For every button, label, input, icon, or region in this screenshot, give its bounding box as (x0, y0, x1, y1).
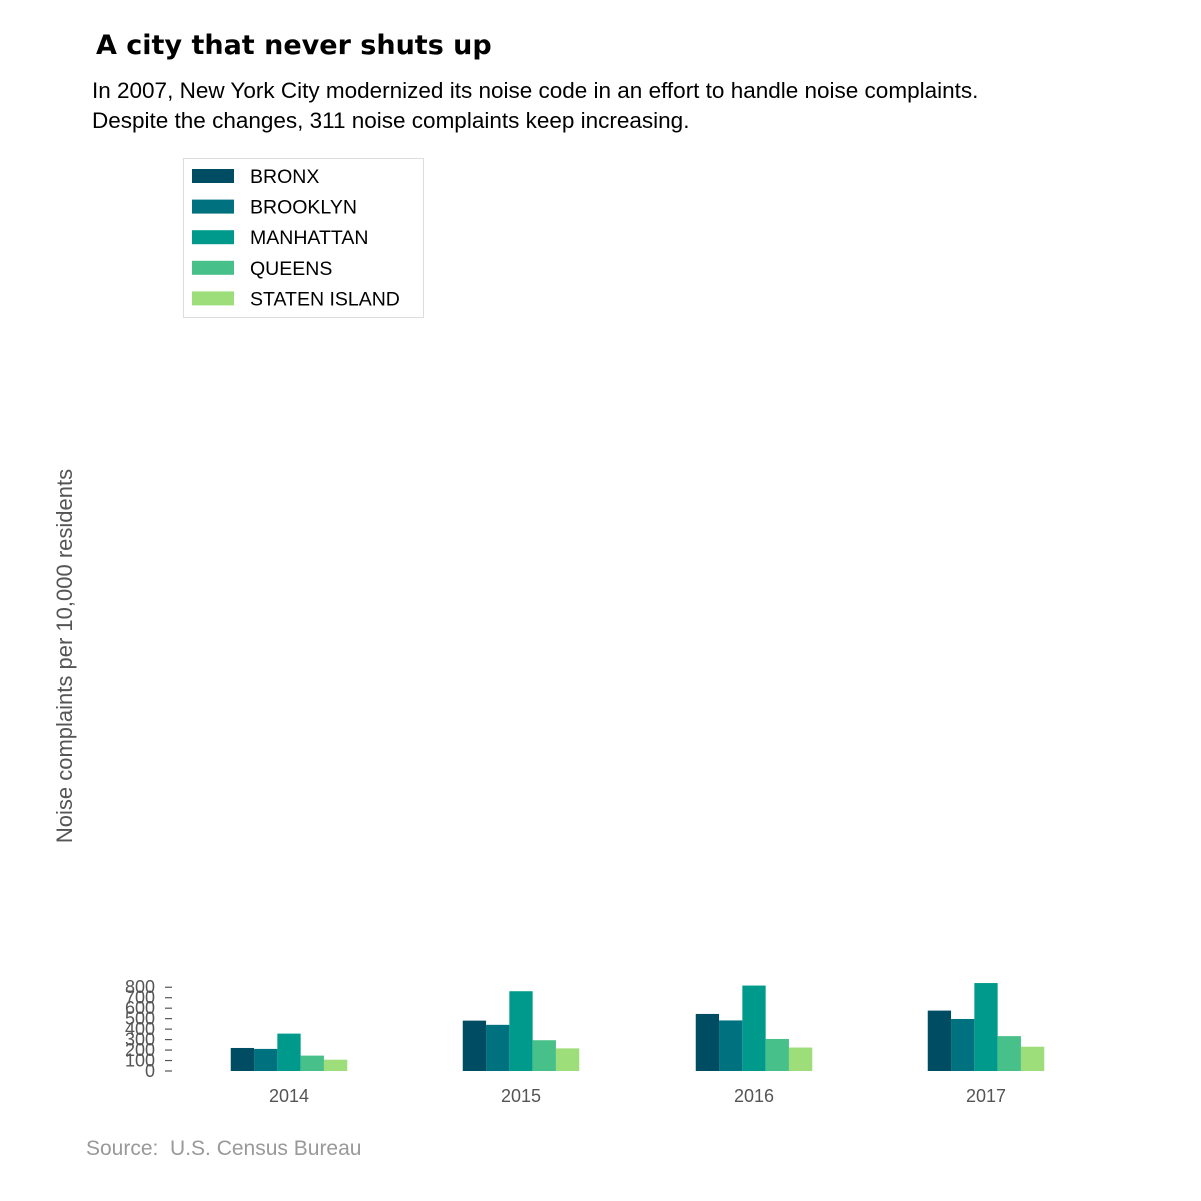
legend-label: BRONX (250, 166, 319, 188)
bar-bronx-2017 (927, 1010, 952, 1071)
y-tick-label: 800 (125, 977, 155, 997)
legend-swatch (192, 291, 234, 306)
y-tick-label: 500 (125, 1009, 155, 1029)
bar-queens-2017 (997, 1036, 1021, 1071)
y-tick-label: 600 (125, 998, 155, 1018)
bar-manhattan-2014 (277, 1033, 301, 1071)
bar-queens-2015 (532, 1040, 556, 1071)
subtitle-line-1: In 2007, New York City modernized its no… (92, 78, 979, 103)
y-tick-label: 400 (125, 1019, 155, 1039)
bar-bronx-2014 (230, 1047, 255, 1071)
y-tick-label: 100 (125, 1051, 155, 1071)
x-axis: 2014 2015 2016 2017 (269, 1086, 1006, 1106)
bar-manhattan-2015 (509, 991, 533, 1071)
bar-brooklyn-2017 (951, 1018, 975, 1071)
legend-swatch (192, 230, 234, 245)
bar-staten-island-2016 (788, 1047, 813, 1071)
bar-brooklyn-2014 (254, 1048, 278, 1071)
chart-title: A city that never shuts up (96, 30, 492, 61)
x-tick-label: 2015 (501, 1086, 541, 1106)
bar-manhattan-2017 (974, 983, 998, 1071)
chart-subtitle: In 2007, New York City modernized its no… (92, 76, 978, 136)
x-tick-label: 2014 (269, 1086, 309, 1106)
legend-label: QUEENS (250, 258, 332, 280)
bar-brooklyn-2015 (486, 1024, 510, 1071)
y-axis-label: Noise complaints per 10,000 residents (52, 469, 77, 843)
legend-swatch (192, 169, 234, 183)
legend-label: STATEN ISLAND (250, 288, 400, 310)
legend-swatch (192, 260, 234, 275)
y-tick-label: 0 (145, 1061, 155, 1081)
bar-staten-island-2015 (555, 1048, 580, 1071)
bar-bronx-2015 (462, 1020, 487, 1071)
bar-staten-island-2014 (323, 1059, 348, 1071)
bars (230, 983, 1045, 1071)
subtitle-line-2: Despite the changes, 311 noise complaint… (92, 108, 690, 133)
bar-brooklyn-2016 (719, 1020, 743, 1071)
bar-manhattan-2016 (742, 985, 766, 1071)
x-tick-label: 2016 (734, 1086, 774, 1106)
bar-bronx-2016 (695, 1013, 720, 1071)
legend-label: MANHATTAN (250, 227, 368, 249)
y-tick-label: 300 (125, 1030, 155, 1050)
bar-queens-2014 (300, 1055, 324, 1071)
bar-staten-island-2017 (1020, 1046, 1045, 1071)
bar-queens-2016 (765, 1038, 789, 1071)
legend-label: BROOKLYN (250, 197, 357, 219)
legend: BRONX BROOKLYN MANHATTAN QUEENS STATEN ISLAN… (183, 158, 424, 318)
y-tick-label: 200 (125, 1040, 155, 1060)
legend-swatch (192, 199, 234, 214)
source-note: Source: U.S. Census Bureau (86, 1137, 362, 1160)
y-tick-label: 700 (125, 988, 155, 1008)
x-tick-label: 2017 (966, 1086, 1006, 1106)
